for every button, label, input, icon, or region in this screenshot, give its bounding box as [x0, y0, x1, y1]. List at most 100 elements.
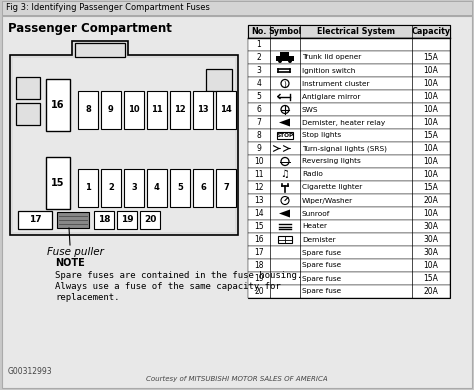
Text: Wiper/Washer: Wiper/Washer	[302, 197, 353, 204]
Text: 9: 9	[256, 144, 262, 153]
Text: Radio: Radio	[302, 172, 323, 177]
Text: 17: 17	[254, 248, 264, 257]
Text: 15: 15	[254, 222, 264, 231]
Text: Fuse puller: Fuse puller	[46, 247, 103, 257]
Bar	[78, 91, 98, 129]
Text: 14: 14	[220, 106, 232, 115]
Bar	[248, 181, 450, 194]
Text: 13: 13	[254, 196, 264, 205]
Text: Reversing lights: Reversing lights	[302, 158, 361, 165]
Bar	[276, 55, 294, 60]
Text: 15A: 15A	[424, 131, 438, 140]
Text: Spare fuse: Spare fuse	[302, 289, 341, 294]
Bar	[101, 91, 121, 129]
Text: Spare fuse: Spare fuse	[302, 262, 341, 268]
Text: 10A: 10A	[424, 105, 438, 114]
Text: 30A: 30A	[423, 248, 438, 257]
Text: Courtesy of MITSUBISHI MOTOR SALES OF AMERICA: Courtesy of MITSUBISHI MOTOR SALES OF AM…	[146, 376, 328, 382]
Bar	[248, 77, 450, 90]
Text: Fig 3: Identifying Passenger Compartment Fuses: Fig 3: Identifying Passenger Compartment…	[6, 4, 210, 12]
Text: 4: 4	[154, 184, 160, 193]
Bar	[248, 64, 450, 77]
Text: 10A: 10A	[424, 92, 438, 101]
Text: 10: 10	[128, 106, 140, 115]
Text: 2: 2	[256, 53, 261, 62]
Text: Passenger Compartment: Passenger Compartment	[8, 22, 172, 35]
Text: 8: 8	[256, 131, 261, 140]
Text: Turn-signal lights (SRS): Turn-signal lights (SRS)	[302, 145, 387, 152]
Bar	[248, 129, 450, 142]
Text: Electrical System: Electrical System	[317, 27, 395, 36]
Text: Heater: Heater	[302, 223, 327, 229]
Bar	[94, 211, 114, 229]
Text: 9: 9	[108, 106, 114, 115]
Bar	[75, 43, 125, 57]
Bar	[170, 169, 190, 207]
Bar	[248, 194, 450, 207]
Circle shape	[278, 59, 282, 63]
Text: NOTE: NOTE	[55, 258, 85, 268]
Bar	[248, 155, 450, 168]
Bar	[248, 25, 450, 298]
Text: Spare fuse: Spare fuse	[302, 275, 341, 282]
Bar	[248, 272, 450, 285]
Bar	[147, 91, 167, 129]
Bar	[140, 211, 160, 229]
Bar	[193, 169, 213, 207]
Text: 15A: 15A	[424, 183, 438, 192]
Bar	[124, 169, 144, 207]
Text: 2: 2	[108, 184, 114, 193]
Bar	[78, 169, 98, 207]
Text: Symbol: Symbol	[268, 27, 301, 36]
Text: replacement.: replacement.	[55, 293, 119, 302]
Text: 10A: 10A	[424, 261, 438, 270]
Text: 6: 6	[200, 184, 206, 193]
Text: 20: 20	[254, 287, 264, 296]
Bar	[248, 103, 450, 116]
Polygon shape	[13, 44, 235, 232]
Bar	[16, 103, 40, 125]
Text: No.: No.	[251, 27, 267, 36]
Polygon shape	[10, 41, 238, 235]
Text: 7: 7	[256, 118, 262, 127]
Bar	[216, 169, 236, 207]
Text: Demister: Demister	[302, 236, 336, 243]
Bar	[101, 169, 121, 207]
Bar	[193, 91, 213, 129]
Bar	[248, 233, 450, 246]
Bar	[2, 1, 472, 15]
Text: 10A: 10A	[424, 170, 438, 179]
Text: 10A: 10A	[424, 118, 438, 127]
Text: 16: 16	[254, 235, 264, 244]
Text: STOP: STOP	[276, 133, 293, 138]
Text: 10A: 10A	[424, 144, 438, 153]
Bar	[277, 132, 293, 139]
Bar	[124, 91, 144, 129]
Text: 14: 14	[254, 209, 264, 218]
Text: Ignition switch: Ignition switch	[302, 67, 356, 73]
Text: 11: 11	[254, 170, 264, 179]
Text: 16: 16	[51, 100, 65, 110]
Bar	[248, 207, 450, 220]
Text: Spare fuse: Spare fuse	[302, 250, 341, 255]
Text: 20A: 20A	[424, 287, 438, 296]
Bar	[46, 157, 70, 209]
Text: G00312993: G00312993	[8, 367, 53, 376]
Text: 8: 8	[85, 106, 91, 115]
Text: 30A: 30A	[423, 235, 438, 244]
Text: 12: 12	[174, 106, 186, 115]
Bar	[206, 69, 232, 91]
Bar	[248, 168, 450, 181]
Text: 4: 4	[256, 79, 262, 88]
Text: 5: 5	[177, 184, 183, 193]
Text: 19: 19	[254, 274, 264, 283]
Text: Antiglare mirror: Antiglare mirror	[302, 94, 360, 99]
Text: 15A: 15A	[424, 53, 438, 62]
Bar	[117, 211, 137, 229]
Text: 20A: 20A	[424, 196, 438, 205]
Text: ): )	[283, 80, 286, 87]
Text: 6: 6	[256, 105, 262, 114]
Text: Spare fuses are contained in the fuse housing.: Spare fuses are contained in the fuse ho…	[55, 271, 302, 280]
Bar	[278, 236, 292, 243]
Bar	[18, 211, 52, 229]
